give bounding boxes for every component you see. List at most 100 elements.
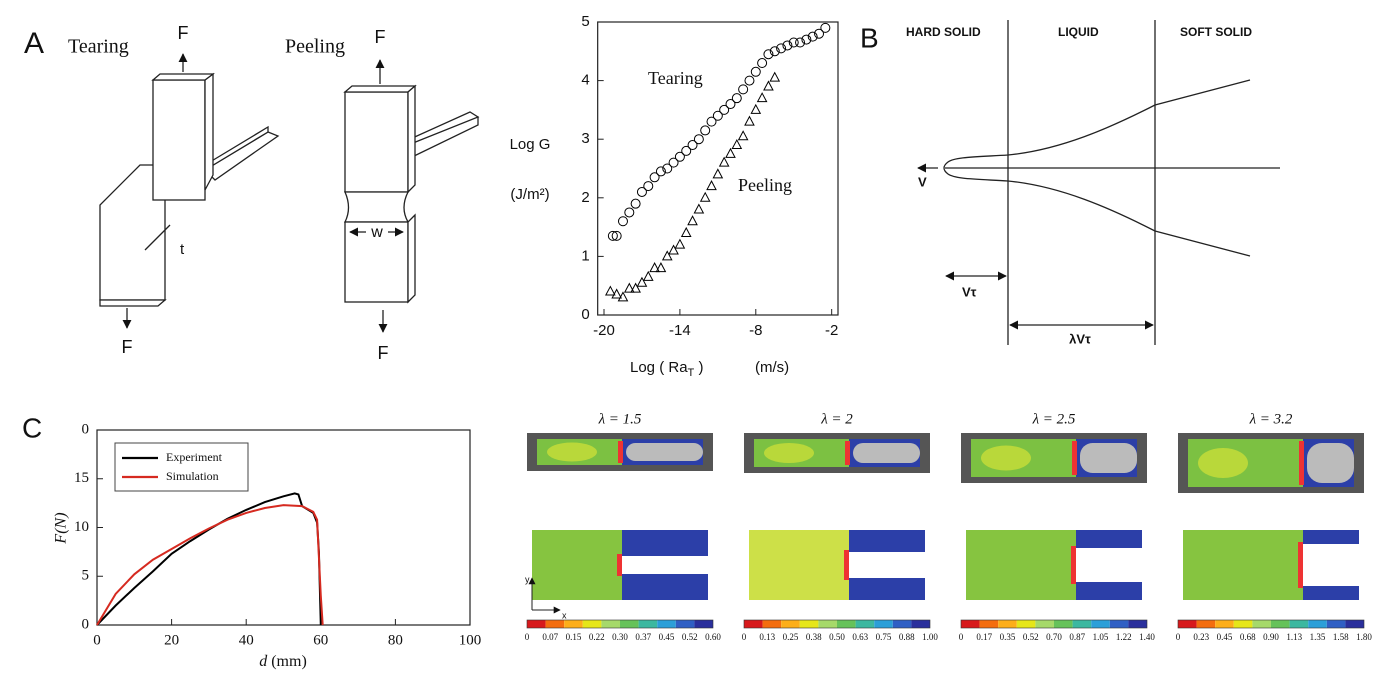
- data-point: [788, 37, 799, 48]
- data-point: [662, 163, 673, 174]
- sim-tip: [1299, 441, 1304, 485]
- neck: [343, 191, 410, 223]
- panel-a: A Tearing Peeling t F F w F F: [24, 23, 480, 363]
- x-tick-label: -20: [593, 322, 615, 339]
- colorbar-label: 0.30: [612, 632, 628, 642]
- x-tick-label: 60: [313, 632, 328, 648]
- data-point: [700, 125, 711, 136]
- colorbar-label: 0.52: [1023, 632, 1039, 642]
- colorbar-cell: [1178, 620, 1197, 628]
- sim-tip: [1298, 542, 1303, 588]
- colorbar-cell: [998, 620, 1017, 628]
- colorbar-label: 0: [525, 632, 530, 642]
- data-point: [693, 203, 705, 214]
- y-axis-label: F(N): [53, 512, 70, 544]
- y-tick-label: 1: [581, 247, 589, 264]
- axis-label: y: [525, 574, 530, 584]
- colorbar-cell: [744, 620, 763, 628]
- colorbar-label: 1.22: [1116, 632, 1132, 642]
- label: Vτ: [962, 284, 977, 299]
- x-axis-label-part: Log ( Ra: [630, 359, 688, 376]
- data-line: [96, 504, 324, 626]
- data-point: [655, 262, 667, 273]
- sim-rod: [626, 443, 703, 461]
- data-point: [617, 216, 628, 227]
- y-axis-label: Log G: [510, 136, 551, 153]
- label: λVτ: [1069, 331, 1091, 346]
- colorbar-frame: [960, 619, 1148, 629]
- panel-letter: A: [24, 27, 44, 60]
- zone-label: HARD SOLID: [906, 25, 981, 39]
- block: [152, 79, 206, 201]
- block-top: [343, 85, 417, 93]
- data-point: [668, 157, 679, 168]
- label: t: [180, 241, 185, 258]
- sim-arm: [622, 574, 708, 600]
- data-point: [611, 230, 622, 241]
- y-tick-label: 2: [581, 189, 589, 206]
- colorbar-cell: [911, 620, 930, 628]
- colorbar-label: 0.70: [1046, 632, 1062, 642]
- data-point: [674, 238, 686, 249]
- data-point: [782, 40, 793, 51]
- x-tick-label: 80: [388, 632, 403, 648]
- leg-edge: [99, 299, 167, 307]
- data-point: [738, 84, 749, 95]
- x-tick-label: 100: [459, 632, 482, 648]
- data-point: [750, 103, 762, 114]
- colorbar-label: 0.15: [566, 632, 582, 642]
- data-point: [769, 71, 781, 82]
- x-axis-label-part: d: [259, 653, 268, 670]
- data-point: [718, 156, 730, 167]
- data-point: [649, 172, 660, 183]
- colorbar-label: 0.07: [542, 632, 558, 642]
- label: F: [178, 23, 189, 43]
- colorbar-cell: [1016, 620, 1036, 628]
- data-point: [795, 37, 806, 48]
- sim-label: λ = 2.5: [1032, 411, 1076, 427]
- data-point: [712, 168, 724, 179]
- colorbar-cell: [1196, 620, 1216, 628]
- colorbar-label: 1.00: [922, 632, 938, 642]
- colorbar-cell: [1054, 620, 1073, 628]
- x-tick-label: 0: [93, 632, 101, 648]
- data-point: [699, 191, 711, 202]
- label: Peeling: [285, 36, 345, 58]
- label: w: [370, 224, 383, 241]
- label: F: [375, 27, 386, 47]
- colorbar-cell: [979, 620, 999, 628]
- colorbar-cell: [874, 620, 893, 628]
- x-axis-label: d (mm): [259, 653, 307, 670]
- sim-label: λ = 2: [820, 411, 853, 427]
- block-side: [407, 84, 416, 194]
- x-axis-unit: (mm): [271, 653, 307, 670]
- colorbar-label: 0.37: [635, 632, 651, 642]
- colorbar-cell: [818, 620, 837, 628]
- data-point: [649, 262, 660, 273]
- data-point: [763, 80, 774, 91]
- y-tick-label: 5: [581, 13, 589, 30]
- sim-patch: [547, 442, 597, 462]
- zone-label: LIQUID: [1058, 25, 1099, 39]
- colorbar-cell: [620, 620, 639, 628]
- data-point: [636, 186, 647, 197]
- data-point: [630, 198, 641, 209]
- colorbar-label: 0.35: [1000, 632, 1016, 642]
- data-point: [693, 134, 704, 145]
- y-axis-unit: (J/m²): [510, 186, 549, 203]
- colorbar-cell: [675, 620, 695, 628]
- label: V: [918, 174, 927, 189]
- sim-field: [1183, 530, 1303, 600]
- colorbar-label: 0.90: [1263, 632, 1279, 642]
- data-point: [655, 166, 666, 177]
- series-annotation: Tearing: [648, 68, 703, 88]
- sim-rod: [853, 443, 920, 463]
- colorbar-label: 0: [742, 632, 747, 642]
- data-point: [623, 282, 635, 293]
- colorbar-label: 1.80: [1356, 632, 1372, 642]
- x-axis-unit: (m/s): [755, 359, 789, 376]
- data-point: [744, 75, 755, 86]
- sim-tip: [617, 554, 622, 576]
- data-point: [636, 276, 648, 287]
- crack-profile: [943, 79, 1251, 257]
